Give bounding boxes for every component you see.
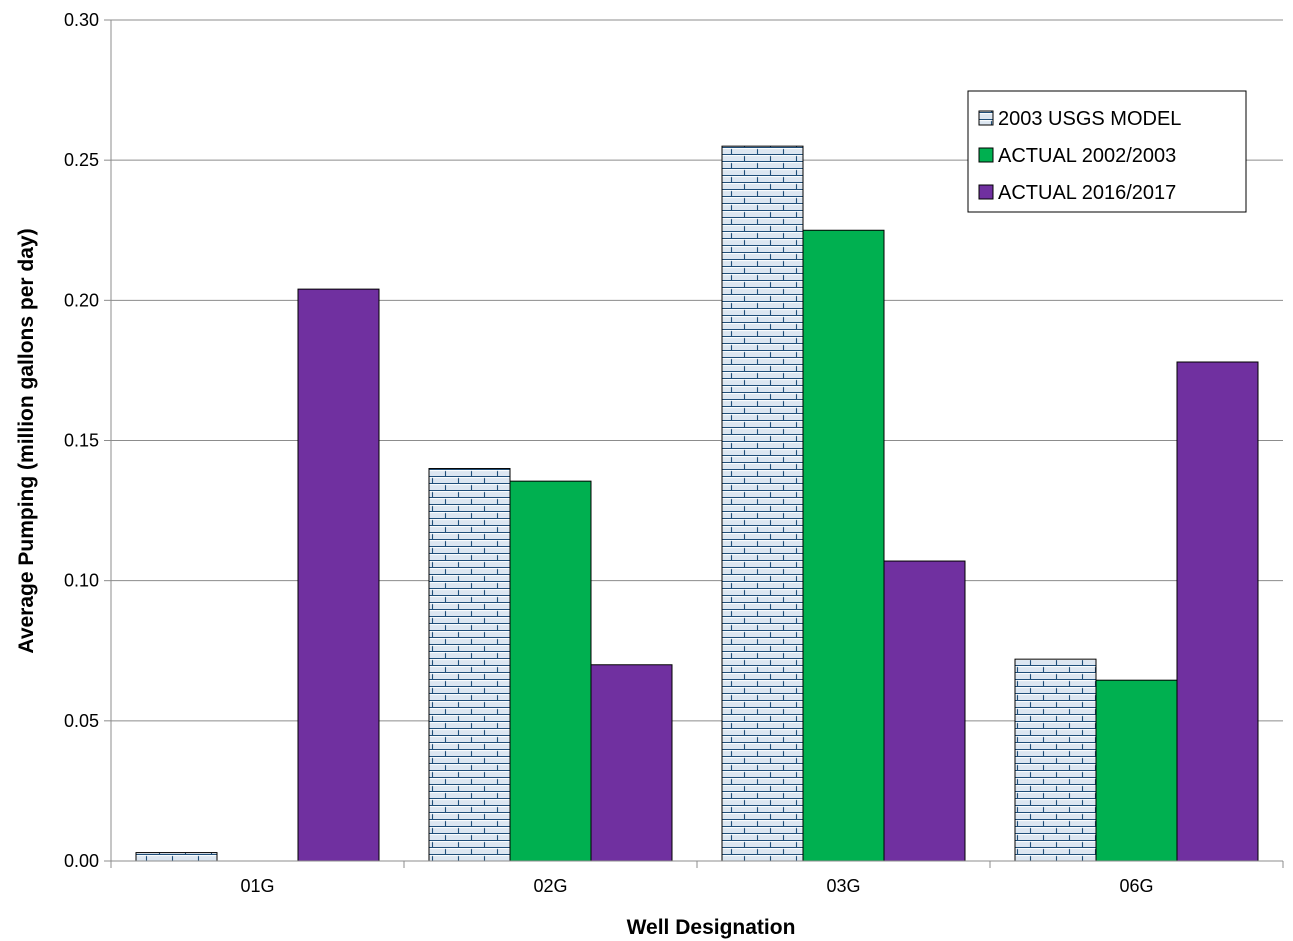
y-tick-label: 0.10 xyxy=(64,571,99,591)
y-tick-label: 0.15 xyxy=(64,431,99,451)
bar-06G-2 xyxy=(1176,361,1259,862)
bar-01G-2 xyxy=(297,288,380,862)
legend-label: 2003 USGS MODEL xyxy=(998,108,1181,130)
x-tick-label: 03G xyxy=(826,876,860,896)
x-axis-title: Well Designation xyxy=(627,916,796,939)
legend-label: ACTUAL 2016/2017 xyxy=(998,182,1176,204)
axes xyxy=(110,20,1284,868)
bars xyxy=(135,145,1259,862)
bar-06G-1 xyxy=(1095,679,1178,862)
y-axis-title: Average Pumping (million gallons per day… xyxy=(15,228,38,653)
bar-02G-1 xyxy=(509,480,592,862)
bar-03G-0 xyxy=(721,145,804,862)
y-tick-label: 0.30 xyxy=(64,10,99,30)
bar-01G-0 xyxy=(135,852,218,862)
legend-swatch xyxy=(978,110,994,126)
bar-06G-0 xyxy=(1014,658,1097,862)
y-tick-label: 0.25 xyxy=(64,150,99,170)
y-tick-label: 0.05 xyxy=(64,711,99,731)
bar-02G-2 xyxy=(590,664,673,862)
legend: 2003 USGS MODEL ACTUAL 2002/2003 ACTUAL 20… xyxy=(967,90,1247,213)
x-tick-label: 01G xyxy=(240,876,274,896)
bar-03G-2 xyxy=(883,560,966,862)
y-tick-label: 0.00 xyxy=(64,851,99,871)
bar-03G-1 xyxy=(802,229,885,862)
y-tick-labels: 0.00 0.05 0.10 0.15 0.20 0.25 0.30 xyxy=(64,10,99,871)
y-tick-label: 0.20 xyxy=(64,290,99,310)
x-tick-labels: 01G 02G 03G 06G xyxy=(240,876,1153,896)
legend-swatch xyxy=(978,147,994,163)
legend-label: ACTUAL 2002/2003 xyxy=(998,145,1176,167)
x-tick-label: 06G xyxy=(1119,876,1153,896)
x-tick-label: 02G xyxy=(533,876,567,896)
legend-box xyxy=(967,90,1247,213)
legend-swatch xyxy=(978,184,994,200)
bar-02G-0 xyxy=(428,468,511,862)
